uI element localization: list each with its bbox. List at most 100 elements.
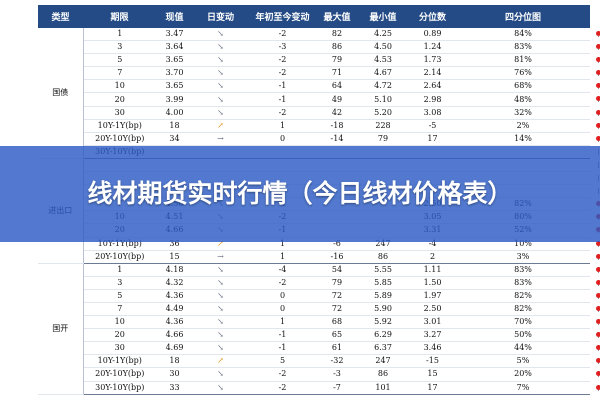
min-cell: 1.11 xyxy=(409,263,456,277)
ytd-change-cell: -14 xyxy=(317,132,357,146)
term-cell: 20Y-10Y(bp) xyxy=(83,250,156,264)
current-cell: 18 xyxy=(156,354,193,369)
header-current: 现值 xyxy=(156,5,193,28)
max-cell: 5.90 xyxy=(357,302,409,317)
percentile-cell: 83% xyxy=(456,263,590,277)
current-cell: 30 xyxy=(156,367,193,382)
current-cell: 4.69 xyxy=(156,341,193,356)
daily-change-cell: -1 xyxy=(248,341,317,356)
min-cell: 17 xyxy=(409,381,456,395)
ytd-change-cell: 72 xyxy=(317,289,357,303)
current-percentile-marker xyxy=(595,44,600,50)
current-cell: 4.66 xyxy=(156,328,193,343)
percentile-cell: 2% xyxy=(456,119,590,133)
max-cell: 4.67 xyxy=(357,66,409,81)
arrow-down-right-icon: ↘ xyxy=(217,264,224,274)
daily-change-cell: -2 xyxy=(248,66,317,81)
term-cell: 30Y-10Y(bp) xyxy=(83,381,156,395)
table-row: 30 4.00 ↘ -2 42 5.20 3.08 32% xyxy=(38,106,600,120)
min-cell: 17 xyxy=(409,132,456,146)
current-cell: 3.65 xyxy=(156,53,193,68)
term-cell: 20 xyxy=(83,92,156,107)
arrow-down-right-icon: ↘ xyxy=(217,304,224,314)
max-cell: 4.25 xyxy=(357,28,409,42)
arrow-down-right-icon: ↘ xyxy=(217,42,224,52)
daily-change-icon-cell: ↘ xyxy=(193,315,248,330)
table-row: 7 4.49 ↘ 0 72 5.90 2.50 82% xyxy=(38,302,600,317)
table-row: 10Y-1Y(bp) 18 ↗ 5 -32 247 -15 5% xyxy=(38,354,600,369)
daily-change-icon-cell: ↘ xyxy=(193,106,248,120)
daily-change-cell: -2 xyxy=(248,381,317,395)
current-percentile-marker xyxy=(595,122,600,128)
percentile-cell: 70% xyxy=(456,315,590,330)
daily-change-cell: 0 xyxy=(248,302,317,317)
daily-change-cell: -1 xyxy=(248,92,317,107)
ytd-change-cell: 42 xyxy=(317,106,357,120)
daily-change-icon-cell: ↘ xyxy=(193,302,248,317)
arrow-down-right-icon: ↘ xyxy=(217,290,224,300)
daily-change-icon-cell: ↘ xyxy=(193,53,248,68)
percentile-cell: 76% xyxy=(456,66,590,81)
table-row: 5 3.65 ↘ -2 79 4.53 1.73 81% xyxy=(38,53,600,68)
max-cell: 101 xyxy=(357,381,409,395)
daily-change-icon-cell: ↘ xyxy=(193,28,248,42)
section-label: 国开 xyxy=(38,263,84,395)
table-row: 10 4.36 ↘ 1 68 5.92 3.01 70% xyxy=(38,315,600,330)
daily-change-icon-cell: → xyxy=(193,250,248,264)
arrow-right-icon: → xyxy=(217,133,224,143)
table-row: 7 3.70 ↘ -2 71 4.67 2.14 76% xyxy=(38,66,600,81)
term-cell: 7 xyxy=(83,66,156,81)
current-cell: 3.47 xyxy=(156,28,193,42)
current-percentile-marker xyxy=(595,253,600,259)
header-max: 最大值 xyxy=(317,5,357,28)
max-cell: 4.72 xyxy=(357,79,409,94)
percentile-cell: 83% xyxy=(456,276,590,290)
table-row: 20 4.66 ↘ -1 65 6.29 3.27 50% xyxy=(38,328,600,343)
percentile-cell: 48% xyxy=(456,92,590,107)
table-row: 3 3.64 ↘ -3 86 4.50 1.24 83% xyxy=(38,40,600,55)
current-percentile-marker xyxy=(595,305,600,311)
daily-change-cell: 0 xyxy=(248,132,317,146)
daily-change-icon-cell: ↘ xyxy=(193,263,248,277)
header-term: 期限 xyxy=(83,5,156,28)
term-cell: 20Y-10Y(bp) xyxy=(83,132,156,146)
daily-change-icon-cell: ↘ xyxy=(193,341,248,356)
daily-change-cell: -3 xyxy=(248,40,317,55)
min-cell: 1.50 xyxy=(409,276,456,290)
arrow-down-right-icon: ↘ xyxy=(217,277,224,287)
min-cell: 1.97 xyxy=(409,289,456,303)
current-cell: 33 xyxy=(156,381,193,395)
max-cell: 5.85 xyxy=(357,276,409,290)
current-cell: 4.36 xyxy=(156,315,193,330)
percentile-cell: 14% xyxy=(456,132,590,146)
table-row: 3 4.32 ↘ -2 79 5.85 1.50 83% xyxy=(38,276,600,290)
max-cell: 5.89 xyxy=(357,289,409,303)
daily-change-icon-cell: ↘ xyxy=(193,381,248,395)
term-cell: 10 xyxy=(83,79,156,94)
arrow-up-right-icon: ↗ xyxy=(217,120,224,130)
max-cell: 86 xyxy=(357,367,409,382)
max-cell: 5.92 xyxy=(357,315,409,330)
arrow-down-right-icon: ↘ xyxy=(217,29,224,39)
percentile-cell: 3% xyxy=(456,250,590,264)
min-cell: 3.08 xyxy=(409,106,456,120)
table-row: 国开 1 4.18 ↘ -4 54 5.55 1.11 83% xyxy=(38,263,600,395)
term-cell: 10Y-1Y(bp) xyxy=(83,119,156,133)
ytd-change-cell: -18 xyxy=(317,119,357,133)
min-cell: 2.14 xyxy=(409,66,456,81)
term-cell: 5 xyxy=(83,289,156,303)
current-percentile-marker xyxy=(595,384,600,390)
term-cell: 30 xyxy=(83,106,156,120)
daily-change-cell: 1 xyxy=(248,250,317,264)
ytd-change-cell: -7 xyxy=(317,381,357,395)
header-min: 最小值 xyxy=(357,5,409,28)
max-cell: 228 xyxy=(357,119,409,133)
arrow-up-right-icon: ↗ xyxy=(217,356,224,366)
min-cell: 2 xyxy=(409,250,456,264)
current-cell: 3.65 xyxy=(156,79,193,94)
current-percentile-marker xyxy=(595,31,600,36)
table-header-row: 类型 期限 现值 日变动 年初至今变动 最大值 最小值 分位数 四分位图 xyxy=(38,5,590,28)
term-cell: 20Y-10Y(bp) xyxy=(83,367,156,382)
arrow-down-right-icon: ↘ xyxy=(217,330,224,340)
